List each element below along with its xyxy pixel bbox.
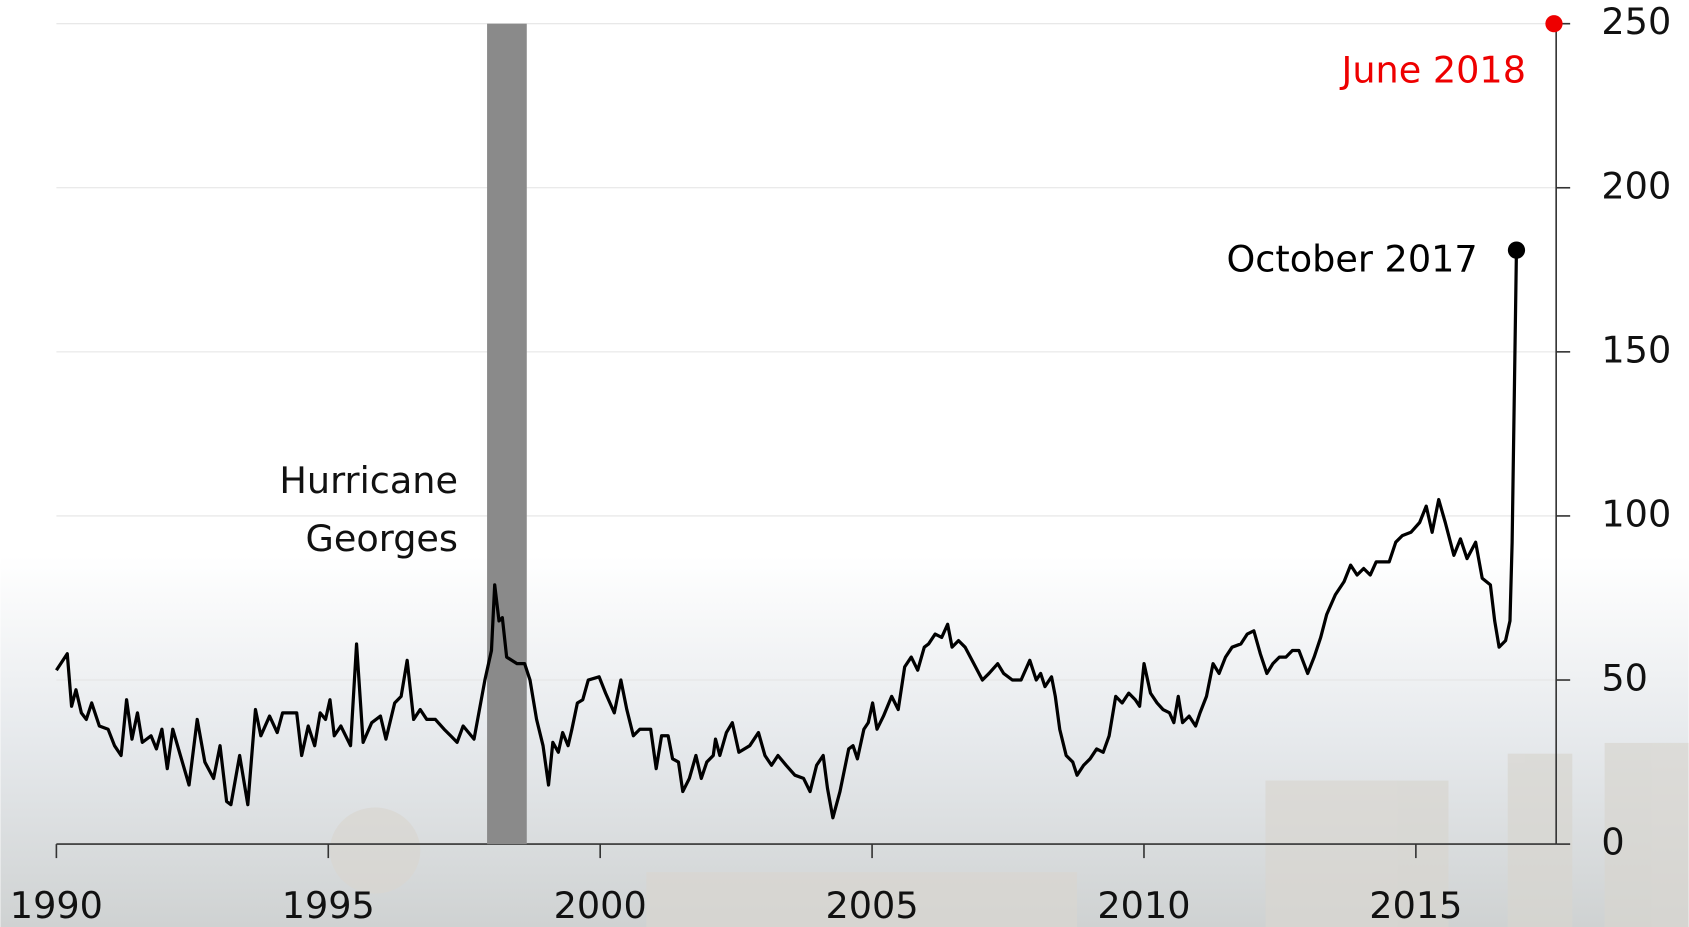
shaded-label: Hurricane bbox=[279, 459, 458, 502]
line-series bbox=[55, 250, 1519, 820]
x-tick-label: 1990 bbox=[10, 884, 103, 927]
marker bbox=[1507, 241, 1526, 259]
marker-label: October 2017 bbox=[1226, 237, 1477, 280]
shaded-label: Georges bbox=[306, 517, 458, 560]
y-tick-label: 50 bbox=[1601, 657, 1648, 700]
y-tick-label: 250 bbox=[1601, 0, 1671, 43]
plot: 0 50 100 150 200 250 1990 1995 2000 2005 2010 2015 H… bbox=[10, 0, 1671, 927]
x-tick-label: 2000 bbox=[554, 884, 647, 927]
city-silhouette bbox=[329, 742, 1689, 927]
marker-label: June 2018 bbox=[1340, 49, 1526, 92]
y-tick-label: 100 bbox=[1601, 492, 1671, 535]
y-tick-label: 0 bbox=[1601, 821, 1624, 864]
marker bbox=[1545, 15, 1563, 33]
y-tick-label: 200 bbox=[1601, 164, 1671, 207]
y-tick-label: 150 bbox=[1601, 328, 1671, 371]
x-tick-label: 2005 bbox=[826, 884, 919, 927]
x-tick-label: 1995 bbox=[282, 884, 375, 927]
shaded-span bbox=[487, 23, 527, 845]
x-tick-label: 2010 bbox=[1097, 884, 1190, 927]
x-tick-label: 2015 bbox=[1369, 884, 1462, 927]
